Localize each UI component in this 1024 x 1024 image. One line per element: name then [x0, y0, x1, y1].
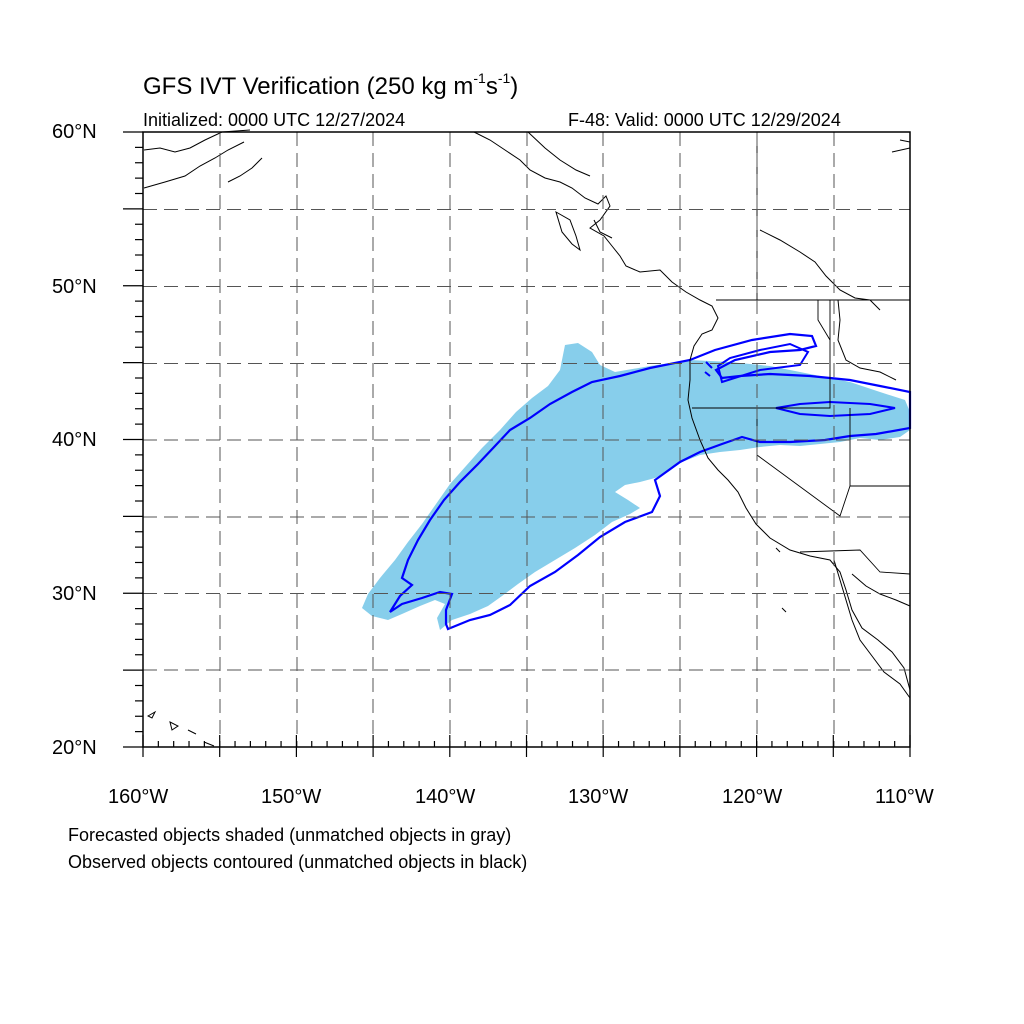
footnote-forecast: Forecasted objects shaded (unmatched obj…: [68, 825, 512, 845]
footnote-observed: Observed objects contoured (unmatched ob…: [68, 852, 528, 872]
lat-label-60n: 60°N: [52, 121, 97, 143]
lon-label-120w: 120°W: [722, 786, 783, 808]
lat-lon-grid: [143, 132, 910, 747]
chart-title: GFS IVT Verification (250 kg m-1s-1): [143, 70, 519, 100]
lat-label-40n: 40°N: [52, 429, 97, 451]
observed-ivt-contour: [389, 332, 912, 631]
forecast-ivt-object: [362, 343, 910, 630]
lon-label-130w: 130°W: [568, 786, 629, 808]
axis-ticks: [123, 131, 911, 757]
political-borders: [692, 132, 911, 575]
lon-label-160w: 160°W: [108, 786, 169, 808]
valid-time: F-48: Valid: 0000 UTC 12/29/2024: [568, 110, 841, 130]
lon-label-110w: 110°W: [875, 786, 934, 808]
lon-label-140w: 140°W: [415, 786, 476, 808]
lat-label-30n: 30°N: [52, 583, 97, 605]
initialized-time: Initialized: 0000 UTC 12/27/2024: [143, 110, 406, 130]
observed-ivt-contour-inner: [704, 342, 896, 418]
lon-label-150w: 150°W: [261, 786, 322, 808]
lat-label-20n: 20°N: [52, 737, 97, 759]
lat-label-50n: 50°N: [52, 276, 97, 298]
